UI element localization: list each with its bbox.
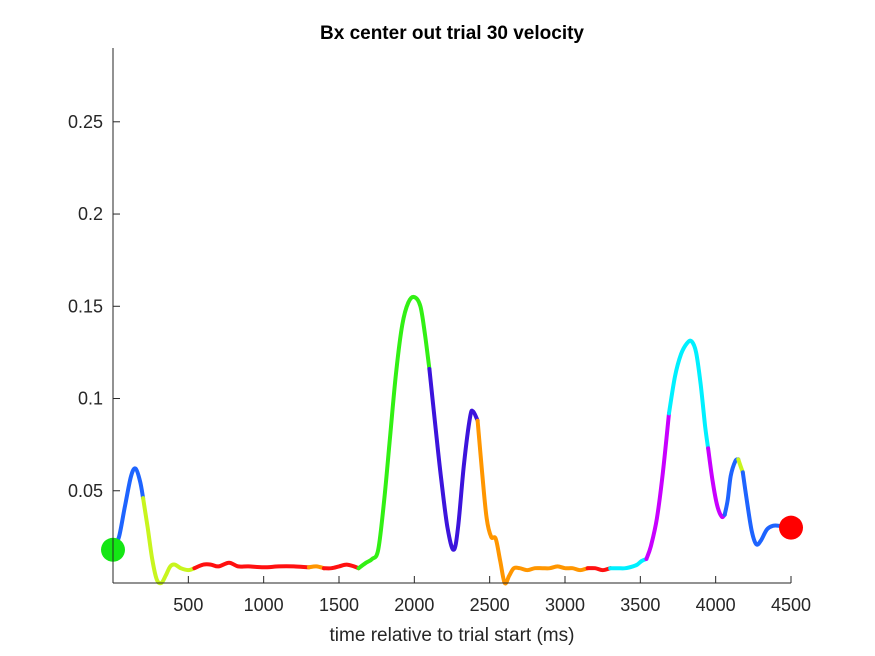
trial-markers [101,515,803,562]
x-tick-label: 2500 [470,595,510,615]
x-tick-label: 4000 [696,595,736,615]
velocity-segment [427,367,480,552]
x-tick-label: 4500 [771,595,811,615]
x-tick-label: 1000 [244,595,284,615]
y-tick-label: 0.25 [68,112,103,132]
x-tick-label: 1500 [319,595,359,615]
end-marker [779,515,803,540]
y-tick-label: 0.2 [78,204,103,224]
velocity-segment [141,496,197,586]
velocity-segment [306,564,326,571]
y-tick-label: 0.05 [68,481,103,501]
velocity-segment [111,466,146,552]
axes: 500 1000 1500 2000 2500 3000 3500 4000 4500 0.05… [68,48,811,615]
y-ticks: 0.05 0.1 0.15 0.2 0.25 [68,112,120,501]
velocity-line [111,294,793,586]
velocity-segment [706,446,727,519]
velocity-segment [192,560,311,571]
velocity-segment [585,566,613,573]
y-tick-label: 0.1 [78,389,103,409]
x-axis-label: time relative to trial start (ms) [330,625,575,646]
x-tick-label: 3000 [545,595,585,615]
x-tick-label: 500 [173,595,203,615]
velocity-segment [667,338,711,451]
velocity-segment [722,457,741,517]
velocity-segment [644,411,671,561]
velocity-segment [475,418,590,586]
velocity-segment [321,562,361,571]
plot-area [101,294,803,586]
x-tick-label: 2000 [394,595,434,615]
velocity-segment [356,294,432,571]
x-ticks: 500 1000 1500 2000 2500 3000 3500 4000 4500 [173,576,811,615]
x-tick-label: 3500 [620,595,660,615]
chart-title: Bx center out trial 30 velocity [320,23,584,44]
y-tick-label: 0.15 [68,296,103,316]
velocity-segment [736,457,745,475]
velocity-segment [608,557,649,571]
